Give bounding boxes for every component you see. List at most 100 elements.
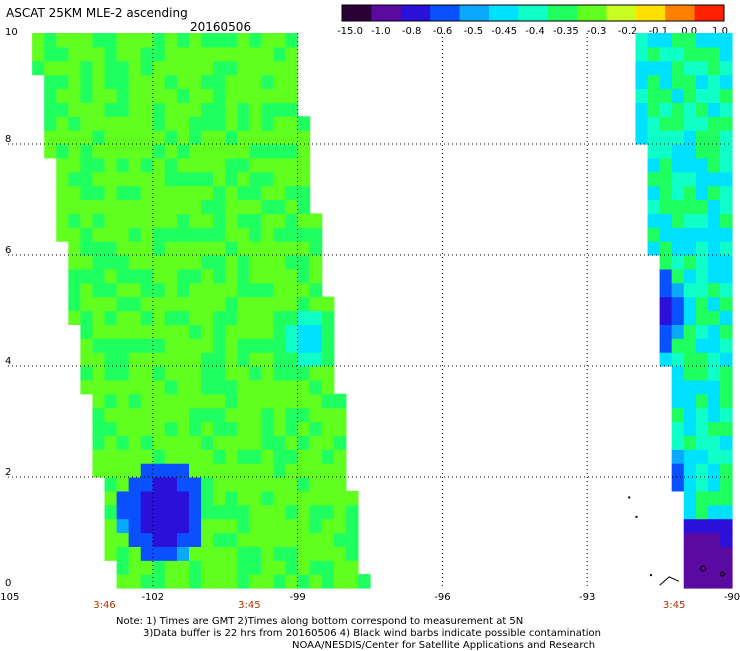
heatmap-cell: [140, 435, 154, 450]
heatmap-cell: [128, 449, 142, 464]
heatmap-cell: [128, 477, 142, 492]
colorbar-swatch: [459, 5, 490, 21]
heatmap-cell: [273, 130, 287, 145]
heatmap-cell: [201, 213, 214, 228]
heatmap-cell: [152, 241, 166, 256]
heatmap-cell: [659, 102, 673, 117]
heatmap-cell: [116, 560, 130, 575]
heatmap-cell: [164, 60, 178, 76]
time-label: 3:45: [662, 600, 686, 611]
heatmap-cell: [140, 490, 154, 506]
heatmap-cell: [695, 102, 709, 117]
heatmap-cell: [273, 310, 287, 325]
heatmap-cell: [273, 435, 287, 450]
heatmap-cell: [297, 171, 311, 187]
heatmap-cell: [140, 33, 154, 48]
heatmap-cell: [707, 171, 721, 187]
heatmap-cell: [164, 88, 178, 103]
heatmap-cell: [152, 338, 166, 353]
heatmap-cell: [201, 546, 214, 561]
heatmap-cell: [152, 116, 166, 131]
heatmap-cell: [80, 116, 94, 131]
heatmap-cell: [225, 157, 238, 173]
heatmap-cell: [164, 449, 178, 464]
heatmap-cell: [719, 116, 733, 131]
heatmap-cell: [92, 227, 106, 242]
time-label: 3:46: [93, 600, 116, 611]
heatmap-cell: [249, 157, 262, 173]
heatmap-cell: [164, 46, 178, 62]
heatmap-cell: [719, 185, 733, 201]
heatmap-cell: [176, 518, 190, 534]
heatmap-cell: [719, 171, 733, 187]
heatmap-cell: [32, 60, 45, 76]
heatmap-cell: [80, 366, 94, 381]
heatmap-cell: [683, 574, 697, 589]
heatmap-cell: [128, 46, 142, 62]
heatmap-cell: [201, 518, 214, 534]
heatmap-cell: [635, 88, 649, 103]
heatmap-cell: [249, 255, 262, 270]
heatmap-cell: [659, 144, 673, 159]
heatmap-cell: [683, 421, 697, 436]
heatmap-cell: [164, 463, 178, 478]
heatmap-cell: [176, 199, 190, 214]
heatmap-cell: [164, 379, 178, 395]
heatmap-cell: [56, 227, 69, 242]
heatmap-cell: [80, 185, 94, 201]
heatmap-cell: [273, 241, 287, 256]
heatmap-cell: [116, 74, 130, 90]
heatmap-cell: [719, 532, 733, 547]
heatmap-cell: [261, 435, 275, 450]
heatmap-cell: [707, 74, 721, 90]
heatmap-cell: [140, 60, 154, 76]
heatmap-cell: [683, 546, 697, 561]
heatmap-cell: [44, 102, 57, 117]
heatmap-cell: [695, 310, 709, 325]
heatmap-cell: [164, 518, 178, 534]
heatmap-cell: [285, 116, 299, 131]
heatmap-cell: [695, 213, 709, 228]
heatmap-cell: [273, 282, 287, 298]
heatmap-cell: [261, 574, 275, 589]
heatmap-cell: [56, 213, 69, 228]
heatmap-cell: [261, 449, 275, 464]
heatmap-cell: [671, 296, 685, 312]
heatmap-cell: [297, 157, 311, 173]
heatmap-cell: [225, 504, 238, 520]
heatmap-cell: [321, 379, 335, 395]
heatmap-cell: [273, 477, 287, 492]
heatmap-cell: [261, 33, 275, 48]
heatmap-cell: [237, 560, 250, 575]
heatmap-cell: [225, 171, 238, 187]
heatmap-cell: [116, 407, 130, 423]
heatmap-cell: [261, 268, 275, 284]
heatmap-cell: [201, 130, 214, 145]
heatmap-cell: [237, 171, 250, 187]
heatmap-cell: [297, 574, 311, 589]
heatmap-cell: [152, 435, 166, 450]
heatmap-cell: [297, 268, 311, 284]
heatmap-cell: [237, 532, 250, 547]
heatmap-cell: [309, 435, 323, 450]
heatmap-cell: [707, 241, 721, 256]
heatmap-cell: [80, 379, 94, 395]
colorbar-frame: [341, 4, 725, 22]
heatmap-cell: [201, 532, 214, 547]
heatmap-cell: [152, 532, 166, 547]
heatmap-cell: [719, 213, 733, 228]
heatmap-cell: [213, 268, 226, 284]
heatmap-cell: [201, 324, 214, 339]
heatmap-cell: [285, 532, 299, 547]
heatmap-cell: [116, 296, 130, 312]
heatmap-cell: [213, 144, 226, 159]
heatmap-cell: [189, 60, 202, 76]
heatmap-cell: [695, 130, 709, 145]
heatmap-cell: [92, 241, 106, 256]
heatmap-cell: [225, 144, 238, 159]
heatmap-cell: [309, 393, 323, 409]
heatmap-cell: [92, 463, 106, 478]
heatmap-cell: [321, 477, 335, 492]
heatmap-cell: [345, 546, 359, 561]
heatmap-cell: [92, 296, 106, 312]
